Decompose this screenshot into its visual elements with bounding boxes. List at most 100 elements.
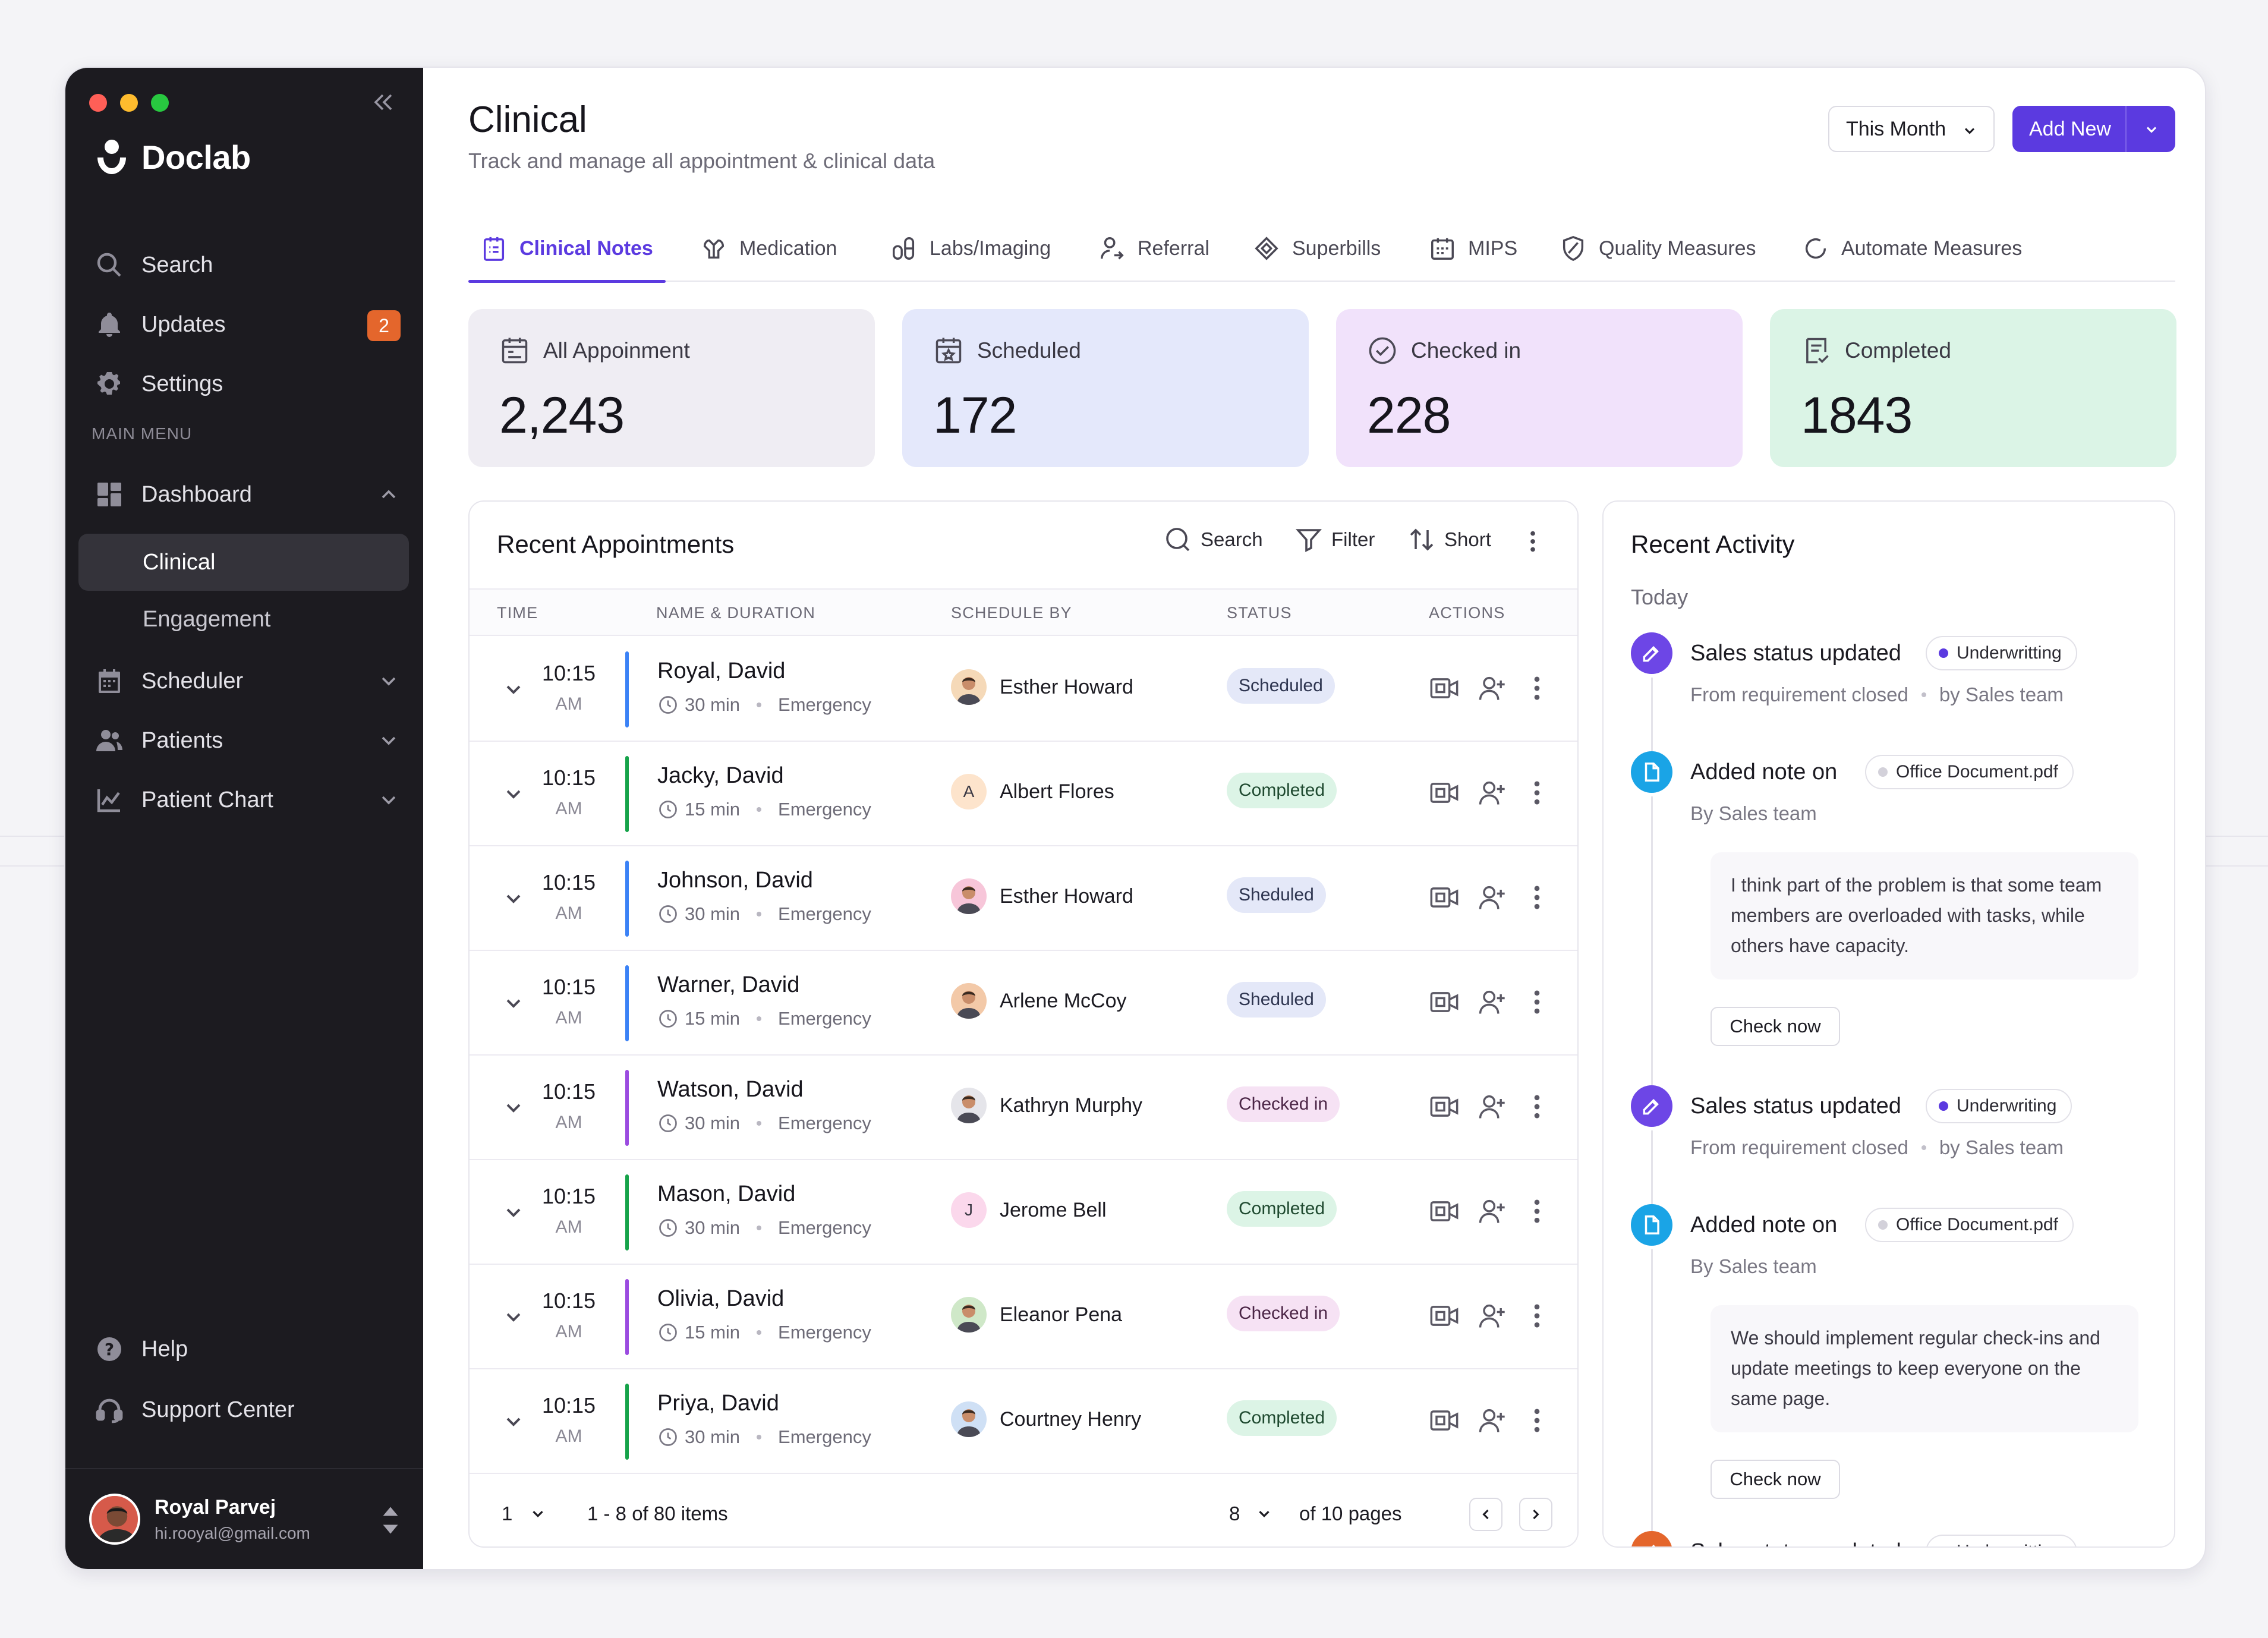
more-vertical-icon[interactable] — [1522, 1196, 1552, 1227]
chevron-up-down-icon[interactable] — [382, 1502, 399, 1538]
sidebar-subitem-engagement[interactable]: Engagement — [78, 591, 409, 648]
patient-name[interactable]: Mason, David — [657, 1182, 796, 1207]
video-call-icon[interactable] — [1429, 882, 1460, 913]
appointments-search-button[interactable]: Search — [1164, 525, 1263, 554]
chevron-down-icon[interactable] — [377, 729, 401, 752]
sidebar-item-support-center[interactable]: Support Center — [92, 1382, 412, 1437]
table-row[interactable]: 10:15 AM Watson, David 30 min Emergency Kathr… — [470, 1056, 1577, 1160]
more-vertical-icon[interactable] — [1522, 1405, 1552, 1436]
collapse-sidebar-icon[interactable] — [368, 88, 397, 116]
tab-clinical-notes[interactable]: Clinical Notes — [468, 215, 666, 283]
table-row[interactable]: 10:15 AM Olivia, David 15 min Emergency Elean… — [470, 1265, 1577, 1369]
more-vertical-icon[interactable] — [1522, 1091, 1552, 1122]
add-user-icon[interactable] — [1476, 777, 1507, 808]
sidebar-item-scheduler[interactable]: Scheduler — [92, 654, 412, 708]
patient-name[interactable]: Watson, David — [657, 1077, 804, 1102]
video-call-icon[interactable] — [1429, 1300, 1460, 1331]
stat-card-scheduled[interactable]: Scheduled 172 — [902, 309, 1309, 467]
user-profile[interactable]: Royal Parvej hi.rooyal@gmail.com — [65, 1468, 423, 1569]
close-window-button[interactable] — [89, 94, 107, 112]
video-call-icon[interactable] — [1429, 1091, 1460, 1122]
more-vertical-icon[interactable] — [1522, 673, 1552, 704]
patient-name[interactable]: Johnson, David — [657, 868, 813, 893]
chevron-down-icon[interactable] — [2143, 121, 2160, 138]
patient-name[interactable]: Priya, David — [657, 1391, 779, 1416]
sidebar-item-patient-chart[interactable]: Patient Chart — [92, 773, 412, 827]
per-page-select[interactable]: 8 — [1229, 1502, 1240, 1524]
add-user-icon[interactable] — [1476, 1196, 1507, 1227]
video-call-icon[interactable] — [1429, 673, 1460, 704]
current-page-select[interactable]: 1 — [502, 1502, 513, 1524]
chevron-down-icon[interactable] — [377, 669, 401, 693]
table-row[interactable]: 10:15 AM Warner, David 15 min Emergency Arlen… — [470, 951, 1577, 1056]
sidebar-item-settings[interactable]: Settings — [92, 357, 412, 411]
maximize-window-button[interactable] — [151, 94, 169, 112]
tab-automate-measures[interactable]: Automate Measures — [1802, 215, 2022, 282]
check-now-button[interactable]: Check now — [1711, 1007, 1840, 1046]
video-call-icon[interactable] — [1429, 1405, 1460, 1436]
video-call-icon[interactable] — [1429, 1196, 1460, 1227]
patient-name[interactable]: Warner, David — [657, 972, 800, 997]
expand-row-chevron-icon[interactable] — [502, 782, 525, 806]
chevron-down-icon[interactable] — [529, 1505, 547, 1523]
table-row[interactable]: 10:15 AM Mason, David 30 min Emergency J Jerom… — [470, 1160, 1577, 1265]
stat-card-checked-in[interactable]: Checked in 228 — [1336, 309, 1743, 467]
activity-tag[interactable]: Office Document.pdf — [1865, 1208, 2074, 1242]
sidebar-item-updates[interactable]: Updates 2 — [92, 297, 412, 352]
previous-page-button[interactable] — [1469, 1498, 1502, 1531]
sidebar-item-search[interactable]: Search — [92, 238, 412, 292]
activity-tag[interactable]: Underwriting — [1926, 1089, 2072, 1123]
more-vertical-icon[interactable] — [1522, 987, 1552, 1018]
video-call-icon[interactable] — [1429, 777, 1460, 808]
table-row[interactable]: 10:15 AM Jacky, David 15 min Emergency A Alber… — [470, 742, 1577, 846]
more-vertical-icon[interactable] — [1519, 528, 1546, 555]
chevron-down-icon[interactable] — [1255, 1505, 1273, 1523]
chevron-up-icon[interactable] — [377, 483, 401, 506]
expand-row-chevron-icon[interactable] — [502, 1201, 525, 1224]
expand-row-chevron-icon[interactable] — [502, 1305, 525, 1329]
add-new-button[interactable]: Add New — [2012, 106, 2175, 152]
check-now-button[interactable]: Check now — [1711, 1460, 1840, 1499]
period-select[interactable]: This Month — [1828, 106, 1995, 152]
expand-row-chevron-icon[interactable] — [502, 678, 525, 701]
more-vertical-icon[interactable] — [1522, 1300, 1552, 1331]
stat-card-completed[interactable]: Completed 1843 — [1770, 309, 2176, 467]
patient-name[interactable]: Olivia, David — [657, 1286, 785, 1311]
minimize-window-button[interactable] — [120, 94, 138, 112]
add-user-icon[interactable] — [1476, 1405, 1507, 1436]
expand-row-chevron-icon[interactable] — [502, 1096, 525, 1120]
table-row[interactable]: 10:15 AM Johnson, David 30 min Emergency Esth… — [470, 846, 1577, 951]
tab-medication[interactable]: Medication — [700, 215, 837, 282]
table-row[interactable]: 10:15 AM Royal, David 30 min Emergency Esther… — [470, 637, 1577, 742]
table-row[interactable]: 10:15 AM Priya, David 30 min Emergency Courtn… — [470, 1369, 1577, 1474]
sidebar-item-help[interactable]: ? Help — [92, 1322, 412, 1376]
tab-mips[interactable]: MIPS — [1429, 215, 1517, 282]
add-user-icon[interactable] — [1476, 882, 1507, 913]
appointments-sort-button[interactable]: Short — [1407, 525, 1491, 554]
expand-row-chevron-icon[interactable] — [502, 991, 525, 1015]
stat-card-all-appointment[interactable]: All Appoinment 2,243 — [468, 309, 875, 467]
sidebar-item-dashboard[interactable]: Dashboard — [92, 467, 412, 522]
appointments-filter-button[interactable]: Filter — [1294, 525, 1375, 554]
tab-superbills[interactable]: Superbills — [1253, 215, 1381, 282]
activity-tag[interactable]: Underwritting — [1926, 1535, 2077, 1546]
sidebar-subitem-clinical[interactable]: Clinical — [78, 534, 409, 591]
chevron-down-icon[interactable] — [377, 788, 401, 812]
video-call-icon[interactable] — [1429, 987, 1460, 1018]
activity-tag[interactable]: Underwritting — [1926, 636, 2077, 670]
add-user-icon[interactable] — [1476, 1300, 1507, 1331]
more-vertical-icon[interactable] — [1522, 882, 1552, 913]
tab-labs-imaging[interactable]: Labs/Imaging — [890, 215, 1051, 282]
add-user-icon[interactable] — [1476, 673, 1507, 704]
expand-row-chevron-icon[interactable] — [502, 887, 525, 911]
patient-name[interactable]: Jacky, David — [657, 763, 784, 788]
next-page-button[interactable] — [1519, 1498, 1552, 1531]
tab-quality-measures[interactable]: Quality Measures — [1560, 215, 1756, 282]
brand[interactable]: Doclab — [95, 138, 251, 177]
add-user-icon[interactable] — [1476, 1091, 1507, 1122]
activity-tag[interactable]: Office Document.pdf — [1865, 755, 2074, 789]
more-vertical-icon[interactable] — [1522, 777, 1552, 808]
add-user-icon[interactable] — [1476, 987, 1507, 1018]
sidebar-item-patients[interactable]: Patients — [92, 713, 412, 768]
tab-referral[interactable]: Referral — [1098, 215, 1209, 282]
